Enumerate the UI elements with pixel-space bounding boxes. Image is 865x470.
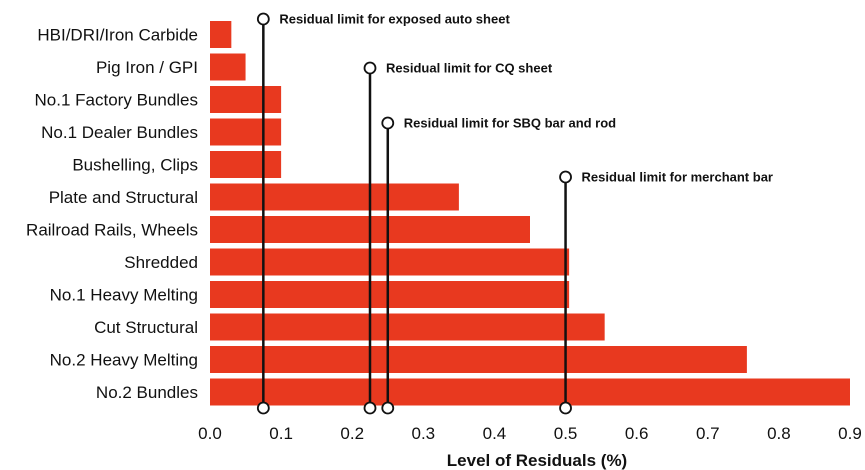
bar [210,151,282,178]
category-label: No.1 Dealer Bundles [41,123,198,142]
limit-top-marker [256,12,270,26]
x-axis-ticks: 0.0 0.1 0.2 0.3 0.4 0.5 0.6 0.7 0.8 0.9 [198,424,862,443]
limit-label: Residual limit for CQ sheet [386,61,553,76]
x-tick-label: 0.0 [198,424,222,443]
bar [210,313,605,341]
category-label: HBI/DRI/Iron Carbide [37,26,198,45]
bar [210,346,747,373]
limit-bottom-marker [381,401,395,415]
bar [210,21,232,48]
x-tick-label: 0.2 [340,424,364,443]
category-label: Shredded [124,253,198,272]
bar [210,183,459,211]
category-label: Plate and Structural [49,188,198,207]
limit-label: Residual limit for SBQ bar and rod [404,116,616,131]
limit-top-marker [559,170,572,184]
bar [210,248,570,276]
x-tick-label: 0.9 [838,424,862,443]
limit-label: Residual limit for merchant bar [582,170,773,185]
bars-layer [210,21,850,406]
category-label: No.2 Bundles [96,383,198,402]
category-labels: HBI/DRI/Iron Carbide Pig Iron / GPI No.1 F… [26,26,198,403]
category-label: No.1 Factory Bundles [35,91,198,110]
category-label: Pig Iron / GPI [96,58,198,77]
x-tick-label: 0.3 [412,424,436,443]
category-label: No.1 Heavy Melting [50,286,198,305]
limit-top-marker [363,61,377,75]
category-label: No.2 Heavy Melting [50,351,198,370]
x-tick-label: 0.5 [554,424,578,443]
bar [210,53,246,81]
limit-label: Residual limit for exposed auto sheet [279,12,510,27]
annotations-layer: Residual limit for exposed auto sheet Res… [256,12,773,415]
category-label: Bushelling, Clips [72,156,198,175]
limit-bottom-marker [256,401,270,415]
bar [210,378,850,406]
x-axis-title: Level of Residuals (%) [447,451,627,470]
category-label: Railroad Rails, Wheels [26,221,198,240]
x-tick-label: 0.4 [483,424,507,443]
bar [210,281,570,308]
bar [210,118,282,146]
limit-top-marker [381,116,395,130]
bar [210,86,282,113]
x-tick-label: 0.8 [767,424,791,443]
limit-bottom-marker [363,401,377,415]
x-tick-label: 0.1 [269,424,293,443]
limit-bottom-marker [559,401,572,415]
category-label: Cut Structural [94,318,198,337]
x-tick-label: 0.7 [696,424,720,443]
x-tick-label: 0.6 [625,424,649,443]
